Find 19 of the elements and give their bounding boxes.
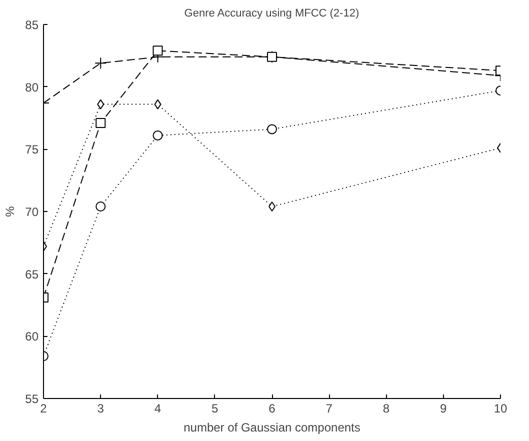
x-axis-title: number of Gaussian components [184,420,360,434]
chart-title: Genre Accuracy using MFCC (2-12) [184,8,360,20]
x-tick-label: 9 [440,402,448,416]
y-tick-label: 65 [25,267,39,282]
y-tick-label: 55 [25,392,39,406]
x-tick-label: 3 [97,402,104,416]
y-tick-label: 60 [25,330,39,344]
y-axis-title: % [3,206,18,217]
x-tick-label: 6 [268,402,276,416]
x-tick-label: 2 [40,402,48,416]
x-tick-label: 10 [494,402,508,416]
y-tick-label: 70 [25,205,39,219]
x-tick-label: 5 [212,402,219,416]
y-tick-label: 75 [25,142,39,157]
x-tick-label: 7 [326,402,333,416]
x-tick-label: 4 [154,402,162,416]
x-tick-label: 8 [382,402,390,416]
y-tick-label: 80 [25,80,39,94]
y-tick-label: 85 [25,18,39,32]
